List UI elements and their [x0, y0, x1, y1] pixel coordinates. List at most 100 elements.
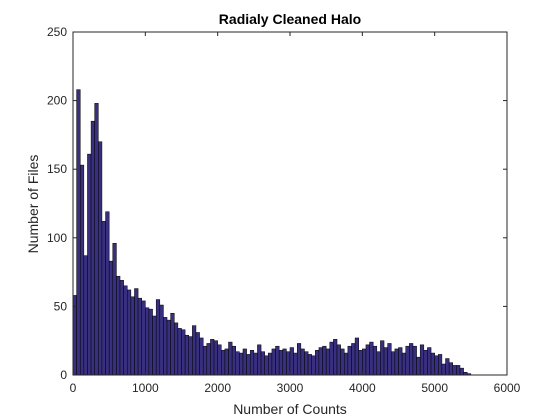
- histogram-bar: [195, 332, 200, 376]
- y-tick-label: 150: [47, 162, 67, 176]
- histogram-bar: [127, 289, 132, 376]
- histogram-bar: [213, 340, 218, 376]
- x-tick-label: 5000: [421, 381, 448, 395]
- histogram-bar: [235, 351, 240, 376]
- histogram-bar: [307, 354, 312, 376]
- histogram-bar: [152, 315, 157, 376]
- x-tick-label: 4000: [349, 381, 376, 395]
- histogram-bar: [459, 367, 464, 376]
- histogram-bar: [275, 345, 280, 376]
- histogram-bar: [286, 351, 291, 376]
- histogram-bar: [315, 350, 320, 376]
- histogram-bar: [202, 345, 208, 376]
- histogram-bar: [387, 343, 392, 376]
- histogram-bar: [354, 337, 359, 376]
- histogram-bar: [394, 348, 399, 376]
- histogram-bar: [351, 343, 356, 376]
- histogram-bar: [116, 275, 121, 376]
- x-tick-label: 0: [70, 381, 77, 395]
- histogram-bar: [438, 354, 443, 376]
- histogram-bar: [174, 322, 179, 376]
- histogram-bar: [423, 350, 428, 376]
- histogram-bar: [300, 348, 305, 376]
- x-tick-label: 1000: [132, 381, 159, 395]
- histogram-bar: [108, 260, 114, 376]
- y-tick-label: 0: [60, 368, 67, 382]
- histogram-bar: [344, 352, 349, 376]
- histogram-bar: [271, 348, 276, 376]
- y-axis-label: Number of Files: [25, 155, 41, 254]
- histogram-bar: [311, 355, 316, 376]
- histogram-bar: [405, 345, 410, 376]
- y-tick-label: 200: [47, 94, 67, 108]
- histogram-bar: [372, 345, 378, 376]
- histogram-bar: [184, 334, 189, 376]
- histogram-bar: [141, 300, 146, 376]
- histogram-bar: [166, 319, 171, 376]
- histogram-bar: [224, 348, 229, 376]
- histogram-bar: [257, 344, 262, 376]
- y-tick-label: 100: [47, 231, 67, 245]
- histogram-bar: [362, 348, 367, 376]
- histogram-bar: [383, 347, 388, 376]
- histogram-bar: [434, 355, 439, 376]
- histogram-bar: [380, 340, 385, 376]
- histogram-bar: [112, 243, 117, 376]
- histogram-bar: [253, 352, 258, 376]
- histogram-bar: [90, 120, 95, 376]
- histogram-bar: [123, 285, 128, 376]
- histogram-bar: [130, 296, 135, 376]
- chart-title: Radialy Cleaned Halo: [219, 11, 361, 27]
- histogram-bar: [409, 343, 414, 376]
- histogram-bar: [322, 345, 327, 376]
- x-axis-ticks: 0 1000 2000 3000 4000 5000 6000: [70, 32, 521, 395]
- histogram-bar: [239, 352, 244, 376]
- y-tick-label: 50: [54, 299, 68, 313]
- histogram-bar: [249, 350, 255, 376]
- histogram-bar: [210, 339, 215, 376]
- histogram-bar: [278, 350, 284, 376]
- histogram-bar: [427, 347, 432, 376]
- x-tick-label: 6000: [494, 381, 521, 395]
- histogram-bar: [137, 297, 142, 376]
- histogram-bar: [365, 344, 370, 376]
- histogram-bar: [268, 352, 273, 376]
- histogram-bar: [231, 345, 236, 376]
- histogram-bar: [289, 347, 294, 376]
- histogram-bar: [441, 363, 446, 376]
- histogram-bar: [192, 325, 197, 376]
- histogram-bar: [358, 350, 363, 376]
- histogram-bar: [347, 345, 352, 376]
- histogram-bar: [246, 354, 251, 376]
- histogram-bar: [304, 351, 309, 376]
- histogram-bar: [217, 344, 222, 376]
- histogram-bar: [260, 351, 265, 376]
- y-axis-ticks: 0 50 100 150 200 250: [47, 25, 507, 382]
- histogram-bar: [94, 103, 99, 376]
- histogram-bar: [325, 348, 331, 376]
- histogram-bar: [242, 348, 247, 376]
- histogram-bar: [430, 352, 435, 376]
- histogram-bar: [369, 341, 374, 376]
- histogram-bar: [72, 295, 77, 376]
- y-tick-label: 250: [47, 25, 67, 39]
- histogram-bar: [148, 308, 153, 376]
- histogram-bar: [159, 304, 164, 376]
- histogram-bar: [170, 313, 175, 376]
- histogram-bar: [98, 141, 103, 376]
- histogram-bar: [401, 352, 406, 376]
- histogram-bar: [333, 339, 338, 376]
- histogram-bar: [340, 348, 345, 376]
- histogram-bar: [398, 347, 403, 376]
- histogram-bar: [318, 347, 323, 376]
- histogram-bar: [155, 299, 161, 376]
- histogram-bar: [416, 356, 421, 376]
- histogram-bar: [452, 365, 457, 376]
- histogram-bar: [448, 362, 453, 376]
- x-tick-label: 2000: [204, 381, 231, 395]
- histogram-bar: [134, 288, 139, 376]
- histogram-bar: [145, 307, 150, 376]
- histogram-bar: [83, 255, 88, 376]
- histogram-bar: [264, 355, 269, 376]
